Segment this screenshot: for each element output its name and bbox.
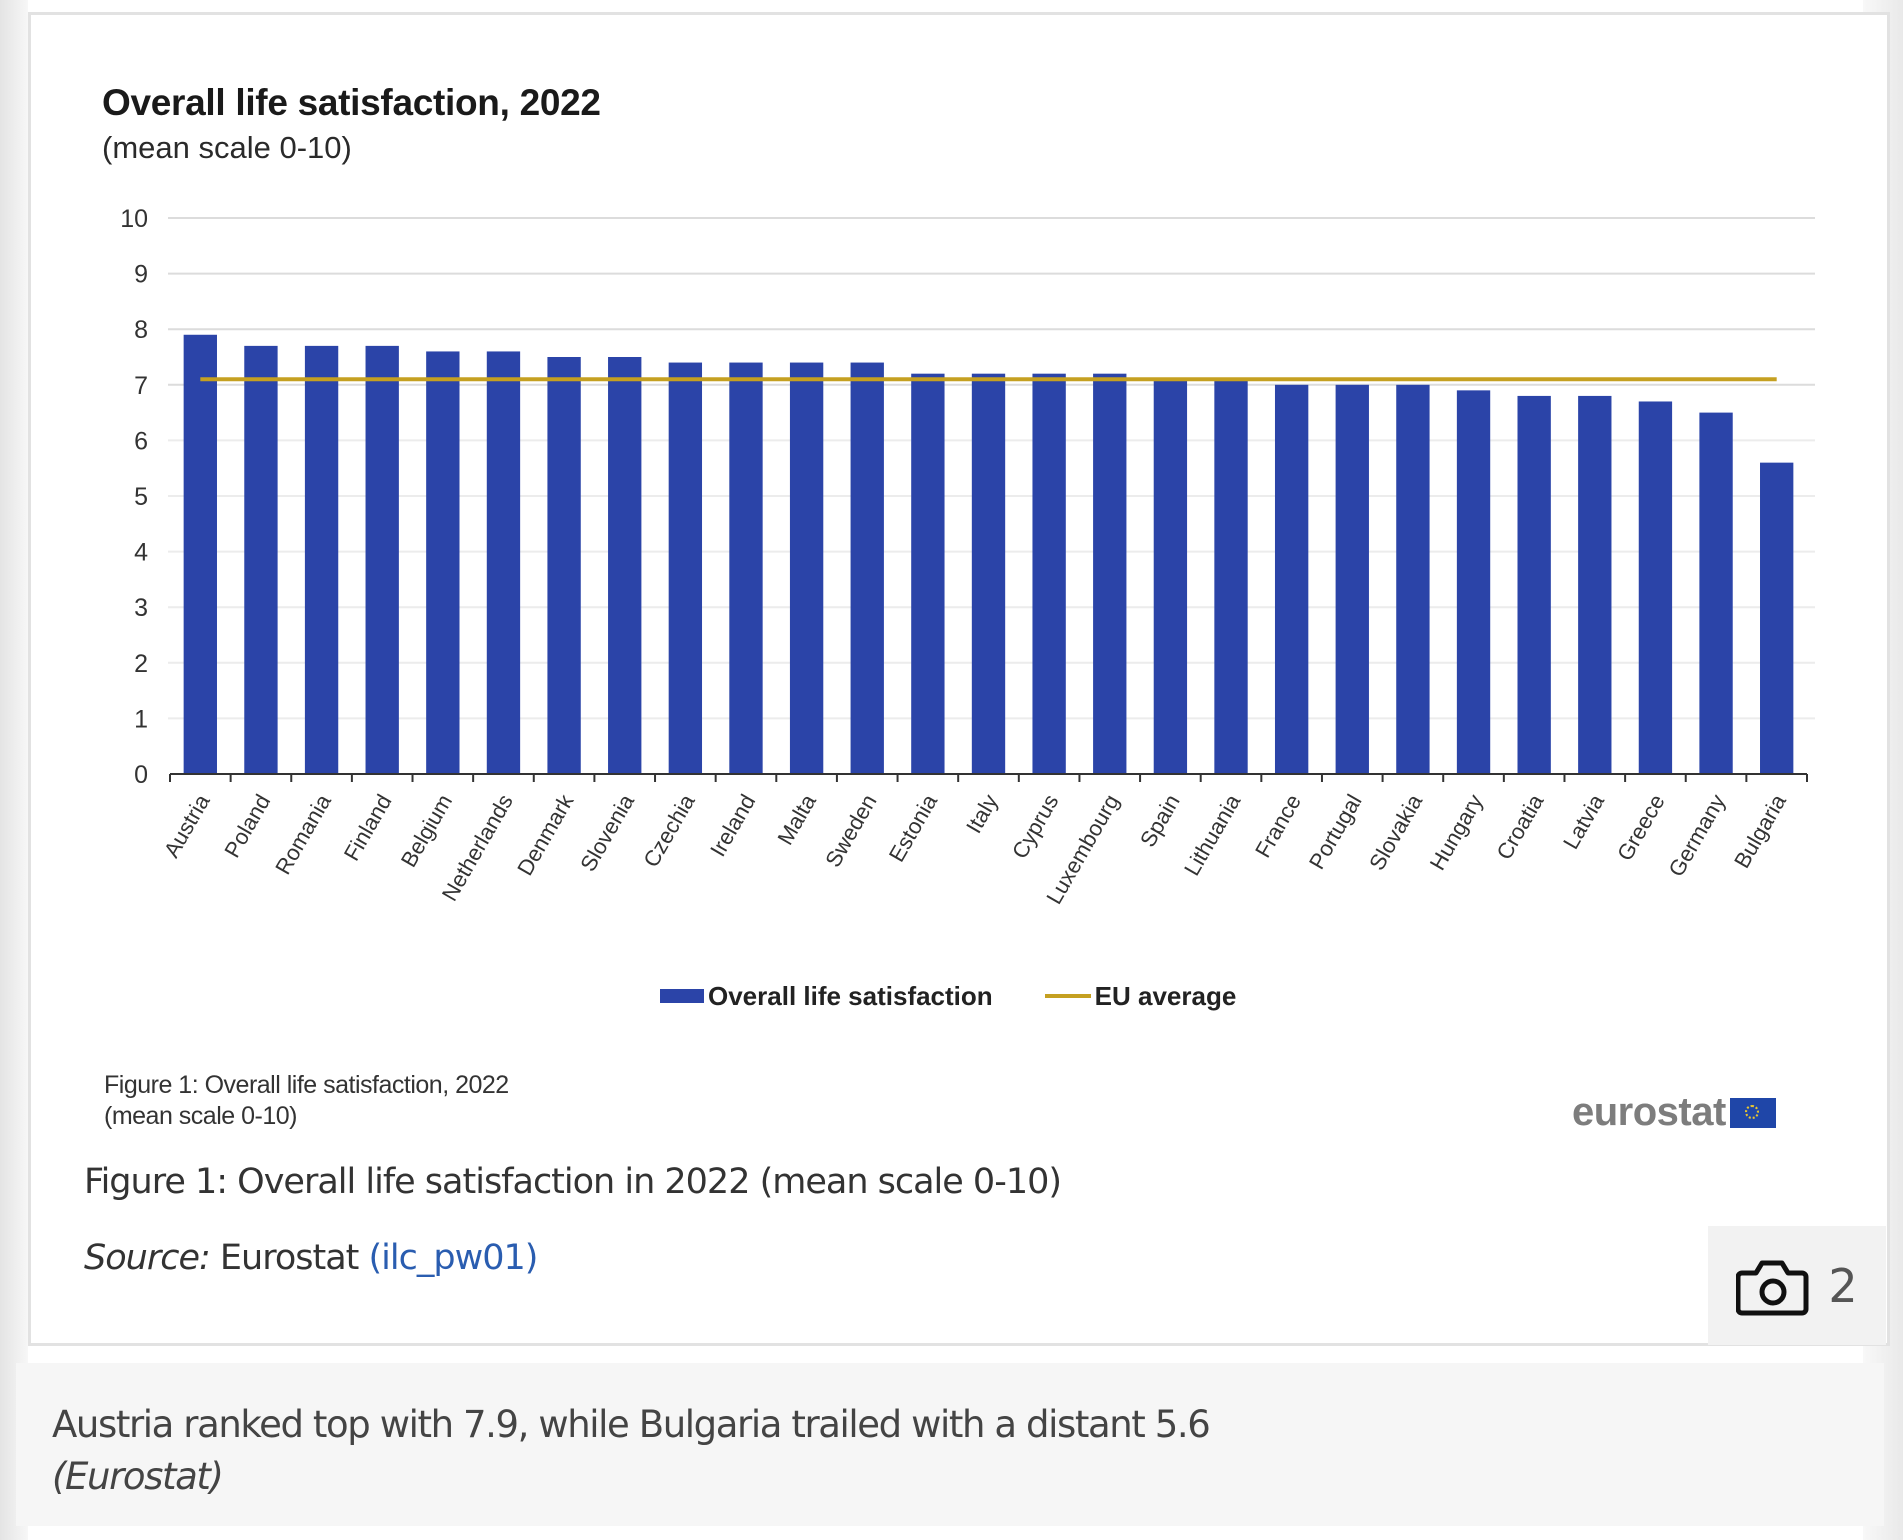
bar-poland <box>244 345 278 774</box>
bar-italy <box>971 373 1006 774</box>
legend-label-eu-average: EU average <box>1094 980 1237 1011</box>
y-tick-label: 9 <box>134 261 148 289</box>
legend-swatch-bar <box>660 989 704 1003</box>
bar-sweden <box>850 362 884 774</box>
y-tick-label: 3 <box>134 594 148 622</box>
y-tick-label: 10 <box>120 205 148 233</box>
bar-spain <box>1153 379 1188 774</box>
camera-icon <box>1736 1260 1809 1315</box>
x-tick-label: Greece <box>1612 790 1670 865</box>
gallery-button[interactable]: 2 <box>1708 1226 1886 1345</box>
y-tick-label: 8 <box>134 316 148 344</box>
bar-czechia <box>668 362 703 774</box>
source-link[interactable]: (ilc_pw01) <box>368 1238 539 1278</box>
x-tick-label: Ireland <box>705 790 760 861</box>
x-tick-label: Lithuania <box>1179 789 1246 879</box>
x-tick-label: Romania <box>270 789 336 878</box>
bar-france <box>1274 384 1309 774</box>
x-tick-label: Cyprus <box>1007 790 1063 863</box>
bar-lithuania <box>1214 379 1248 774</box>
x-tick-label: Austria <box>159 789 215 861</box>
eurostat-wordmark: eurostat <box>1572 1090 1726 1134</box>
x-tick-label: Portugal <box>1304 790 1367 873</box>
x-tick-label: Slovakia <box>1364 789 1428 874</box>
chart-title: Overall life satisfaction, 2022 <box>102 82 601 123</box>
x-tick-label: Finland <box>339 790 397 865</box>
x-tick-label: Malta <box>772 789 821 849</box>
y-tick-label: 1 <box>134 705 148 733</box>
bar-slovakia <box>1396 384 1430 774</box>
bar-estonia <box>911 373 945 774</box>
figure-note-line1: Figure 1: Overall life satisfaction, 202… <box>104 1071 509 1099</box>
bar-austria <box>183 334 217 774</box>
bar-croatia <box>1517 395 1551 774</box>
legend-swatch-line <box>1044 994 1091 998</box>
bar-latvia <box>1578 395 1612 774</box>
legend-item-satisfaction: Overall life satisfaction <box>660 981 993 1012</box>
x-tick-label: Bulgaria <box>1729 789 1791 872</box>
page-shade-left <box>0 0 28 1540</box>
bar-belgium <box>426 351 460 774</box>
bar-romania <box>304 345 339 774</box>
bar-slovenia <box>608 357 642 774</box>
gallery-count: 2 <box>1828 1258 1858 1313</box>
x-tick-label: Italy <box>961 790 1003 837</box>
y-axis-ticks: 0 1 2 3 4 5 6 7 8 9 10 <box>120 205 148 789</box>
caption-credit: (Eurostat) <box>52 1455 224 1498</box>
bar-cyprus <box>1032 373 1066 774</box>
x-tick-label: Denmark <box>512 789 579 880</box>
y-tick-label: 0 <box>134 761 148 789</box>
legend-label-satisfaction: Overall life satisfaction <box>708 980 993 1011</box>
bar-bulgaria <box>1760 462 1794 774</box>
bar-hungary <box>1456 390 1491 774</box>
x-axis <box>169 773 1808 782</box>
bar-greece <box>1638 401 1673 774</box>
bars <box>183 334 1794 774</box>
chart-legend: Overall life satisfaction EU average <box>660 978 1236 1014</box>
bar-denmark <box>547 357 581 774</box>
x-tick-label: Croatia <box>1491 789 1548 864</box>
bar-ireland <box>729 362 763 774</box>
bar-malta <box>789 362 824 774</box>
x-tick-label: Czechia <box>638 789 700 871</box>
x-tick-label: Estonia <box>884 789 943 866</box>
figure-note-line2: (mean scale 0-10) <box>104 1102 297 1130</box>
source-label: Source: <box>84 1238 211 1278</box>
x-tick-label: France <box>1250 790 1306 862</box>
image-caption: Austria ranked top with 7.9, while Bulga… <box>16 1363 1884 1526</box>
y-tick-label: 5 <box>134 483 148 511</box>
bar-luxembourg <box>1093 373 1127 774</box>
x-tick-label: Germany <box>1663 790 1730 881</box>
legend-item-eu-average: EU average <box>1044 980 1237 1012</box>
source-name: Eurostat <box>209 1238 369 1278</box>
source-line: Source: Eurostat (ilc_pw01) <box>84 1238 539 1278</box>
x-tick-label: Sweden <box>820 790 881 871</box>
bar-portugal <box>1335 384 1369 774</box>
bar-germany <box>1699 412 1733 774</box>
caption-text-block: Austria ranked top with 7.9, while Bulga… <box>52 1399 1211 1503</box>
chart-subtitle: (mean scale 0-10) <box>102 130 352 165</box>
y-tick-label: 7 <box>134 372 148 400</box>
figure-caption: Figure 1: Overall life satisfaction in 2… <box>84 1162 1062 1202</box>
eurostat-logo: eurostat <box>1572 1090 1776 1135</box>
figure-note: Figure 1: Overall life satisfaction, 202… <box>104 1070 509 1132</box>
bar-netherlands <box>486 351 521 774</box>
eu-flag-icon <box>1729 1097 1776 1128</box>
x-tick-label: Slovenia <box>575 789 639 875</box>
y-tick-label: 2 <box>134 650 148 678</box>
y-tick-label: 4 <box>134 539 148 567</box>
x-tick-label: Spain <box>1135 790 1185 851</box>
x-tick-label: Belgium <box>396 790 457 871</box>
x-tick-label: Hungary <box>1425 790 1488 875</box>
bar-finland <box>365 345 399 774</box>
x-tick-label: Latvia <box>1558 789 1609 853</box>
x-tick-label: Poland <box>219 790 275 862</box>
y-tick-label: 6 <box>134 427 148 455</box>
caption-text: Austria ranked top with 7.9, while Bulga… <box>52 1403 1211 1446</box>
